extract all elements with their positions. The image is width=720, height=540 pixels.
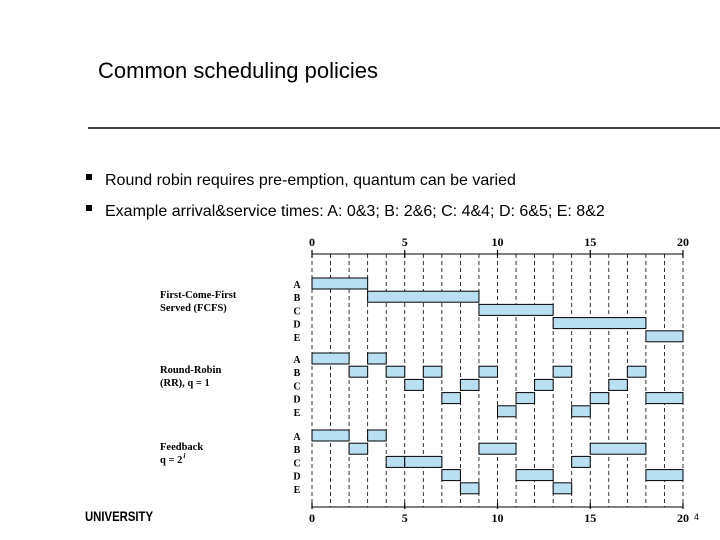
process-letter: A [293, 355, 301, 366]
run-block [552, 365, 573, 378]
run-block [441, 469, 461, 482]
run-block [497, 405, 517, 418]
tick-label: 20 [677, 235, 689, 249]
run-block [311, 429, 350, 442]
run-block [367, 290, 480, 303]
process-letter: A [293, 280, 301, 291]
process-letter: D [293, 395, 300, 406]
run-block [367, 352, 387, 365]
policy-label-superscript: i [183, 451, 186, 460]
tick-label: 15 [584, 235, 596, 249]
run-block [571, 455, 591, 468]
run-block [552, 317, 647, 330]
run-block [459, 482, 480, 495]
process-letter: B [294, 368, 301, 379]
policy-label: First-Come-First [160, 290, 237, 301]
run-block [478, 365, 499, 378]
policy-label: Served (FCFS) [160, 303, 227, 314]
tick-label: 5 [402, 235, 408, 249]
process-letter: A [293, 432, 301, 443]
slide-title: Common scheduling policies [98, 58, 378, 83]
scheduling-diagram: 0 0 5 5 10 10 15 15 20 20 First-Come-First Served (… [160, 235, 689, 525]
run-block [645, 392, 684, 405]
run-block [478, 442, 517, 455]
process-letter: B [294, 445, 301, 456]
process-letter: C [293, 458, 300, 469]
run-block [385, 455, 406, 468]
run-block [645, 330, 684, 343]
run-block [367, 429, 387, 442]
run-block [534, 378, 554, 391]
tick-label: 10 [492, 511, 504, 525]
run-block [348, 442, 369, 455]
process-letter: E [294, 485, 301, 496]
process-letter: C [293, 381, 300, 392]
run-block [478, 303, 554, 316]
process-letter: D [293, 472, 300, 483]
policy-label: Round-Robin [160, 365, 221, 376]
run-block [311, 352, 350, 365]
run-block [515, 469, 554, 482]
tick-label: 5 [402, 511, 408, 525]
run-block [404, 378, 424, 391]
run-block [348, 365, 369, 378]
run-block [552, 482, 573, 495]
process-letter: D [293, 320, 300, 331]
run-block [311, 277, 369, 290]
run-block [589, 392, 610, 405]
tick-label: 10 [492, 235, 504, 249]
run-block [441, 392, 461, 405]
run-block [422, 365, 443, 378]
process-letter: E [294, 408, 301, 419]
process-letter: E [294, 333, 301, 344]
run-block [626, 365, 647, 378]
tick-label: 0 [309, 235, 315, 249]
policy-label: (RR), q = 1 [160, 378, 210, 389]
page-number: 4 [694, 512, 699, 522]
bullet-marker [86, 174, 92, 180]
process-letter: C [293, 306, 300, 317]
process-letter: B [294, 293, 301, 304]
policy-label: Feedback [160, 442, 203, 453]
run-block [404, 455, 443, 468]
bullet-text: Example arrival&service times: A: 0&3; B… [105, 203, 605, 220]
run-block [589, 442, 647, 455]
policy-label: q = 2 [160, 455, 182, 466]
tick-label: 20 [677, 511, 689, 525]
run-block [459, 378, 480, 391]
bullet-text: Round robin requires pre-emption, quantu… [105, 172, 516, 189]
university-logo: UNIVERSITY [85, 508, 154, 524]
tick-label: 0 [309, 511, 315, 525]
run-block [515, 392, 536, 405]
bullet-marker [86, 205, 92, 211]
run-block [571, 405, 591, 418]
run-block [645, 469, 684, 482]
tick-label: 15 [584, 511, 596, 525]
run-block [608, 378, 628, 391]
run-block [385, 365, 406, 378]
